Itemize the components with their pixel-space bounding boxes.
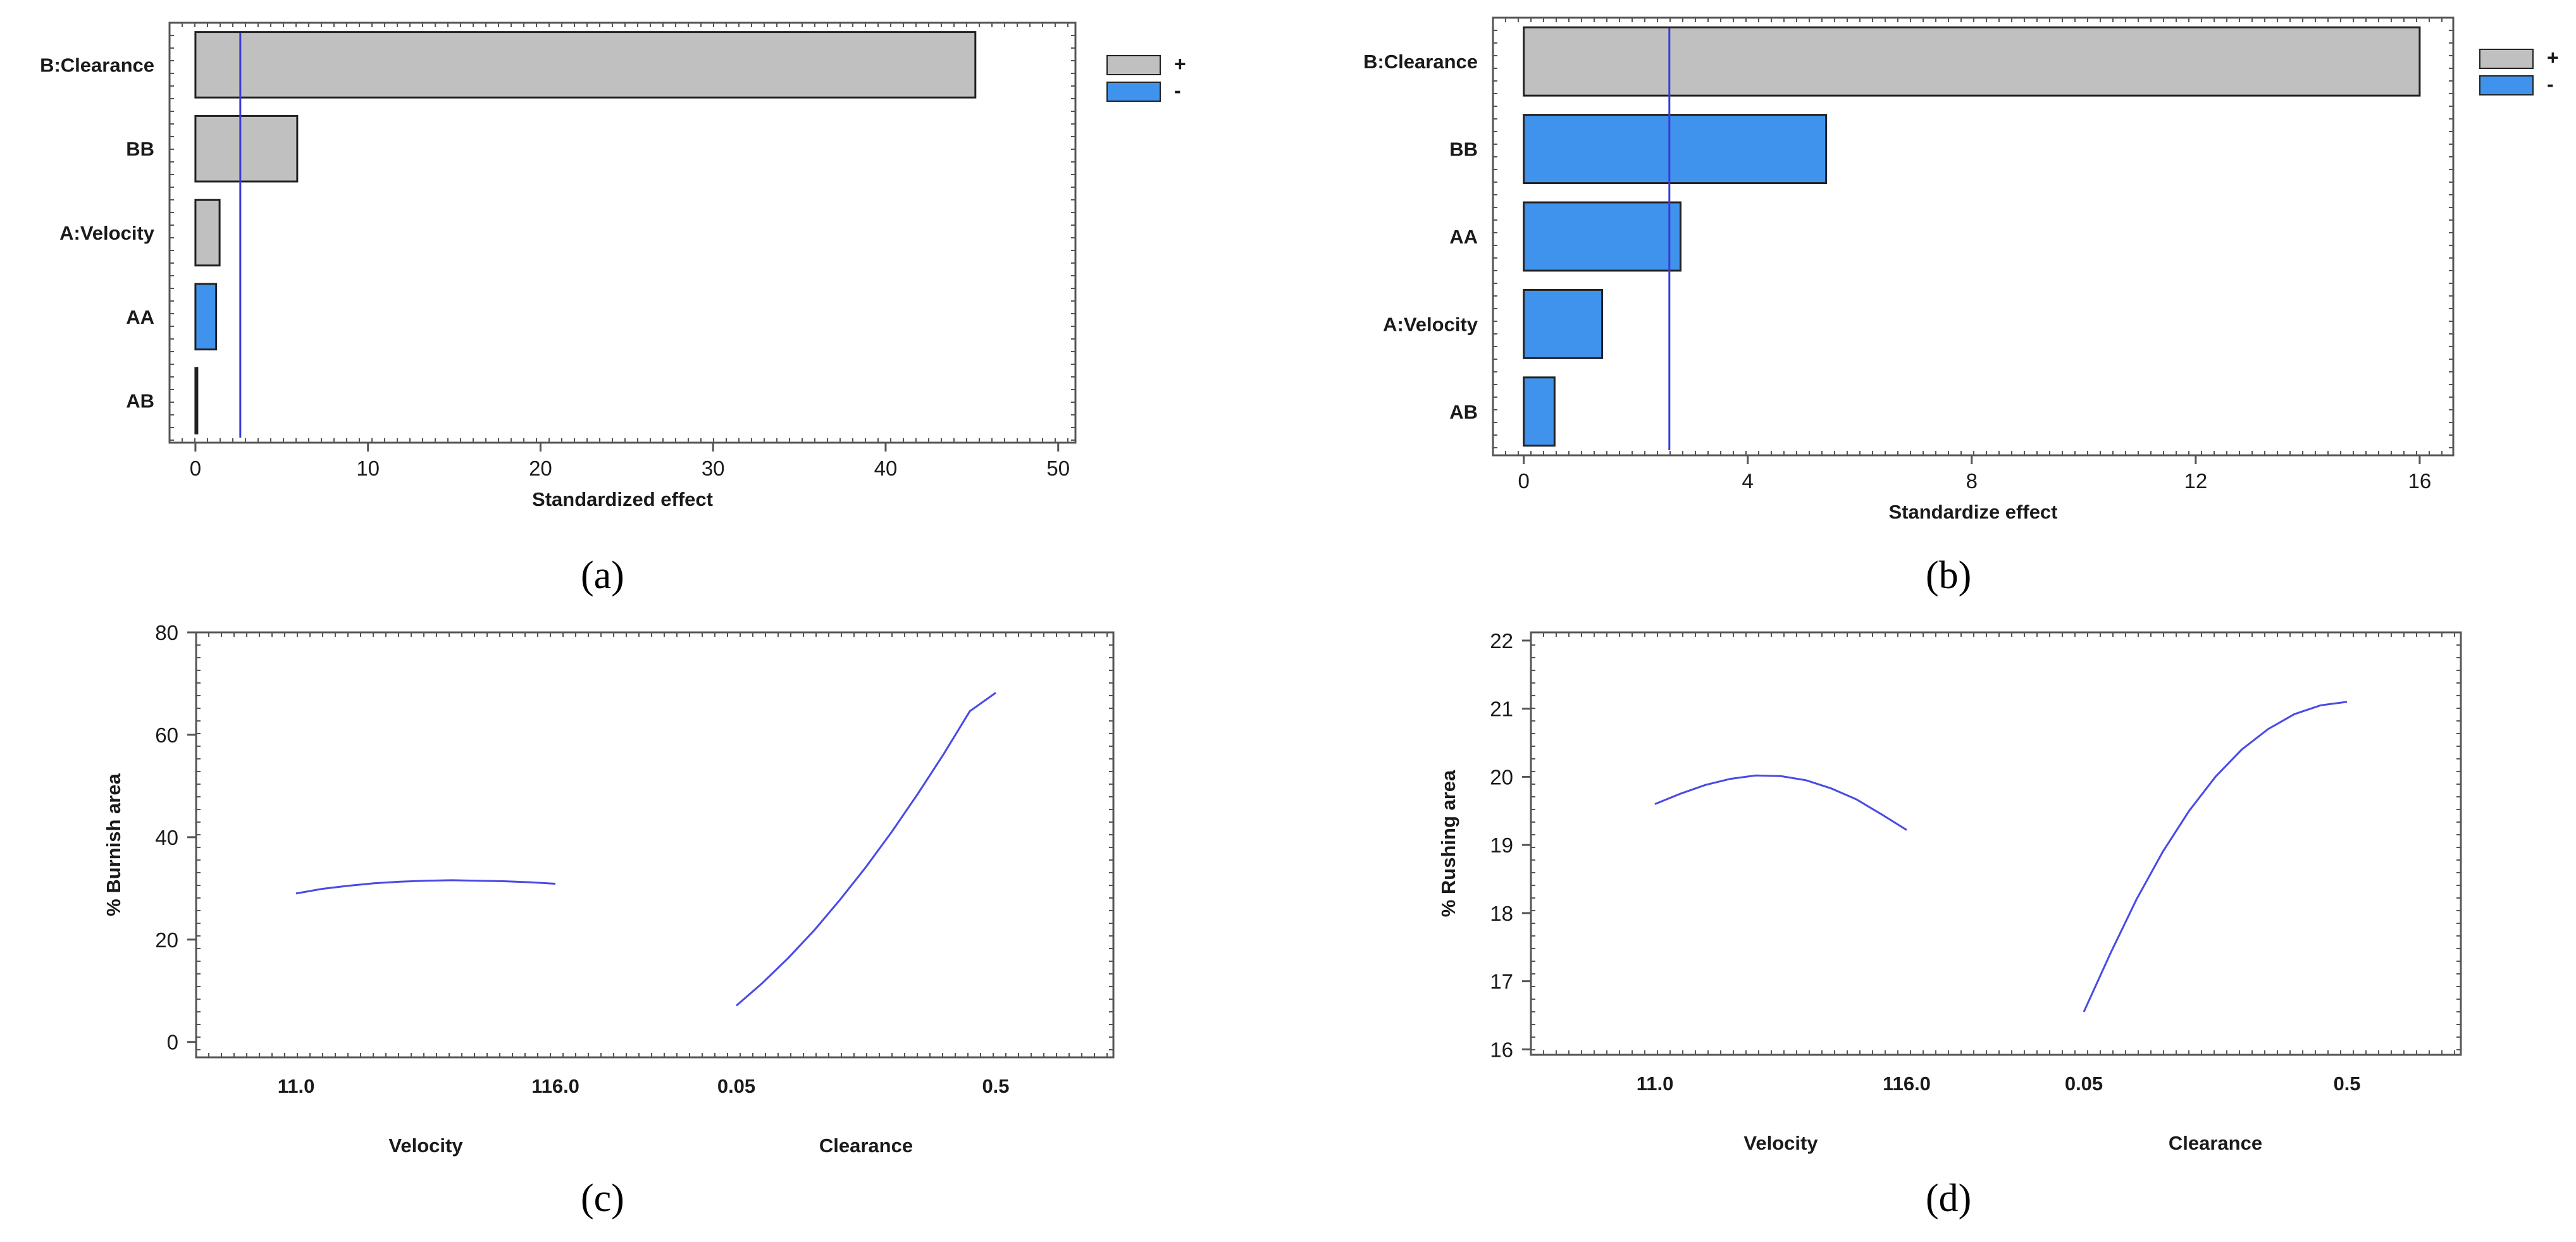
category-label-a-0: B:Clearance xyxy=(40,54,154,76)
x-tick-label-b-1: 4 xyxy=(1742,469,1754,493)
bar-b-1 xyxy=(1523,114,1828,185)
x-tick-label-a-5: 50 xyxy=(1046,457,1070,480)
category-label-a-4: AB xyxy=(126,390,154,412)
x-axis-label-d-1: Clearance xyxy=(2169,1132,2262,1154)
x-tick-label-a-0: 0 xyxy=(190,457,201,480)
panel-label-b: (b) xyxy=(1926,554,1972,597)
x-tick-label-c-1-high: 0.5 xyxy=(982,1075,1009,1097)
bar-b-0 xyxy=(1523,26,2421,97)
x-tick-label-d-0-low: 11.0 xyxy=(1637,1073,1674,1095)
category-label-a-1: BB xyxy=(126,138,154,160)
x-axis-label-d-0: Velocity xyxy=(1743,1132,1818,1154)
bar-b-2 xyxy=(1523,201,1682,272)
y-tick-label-d-2: 18 xyxy=(1490,902,1513,925)
x-tick-label-a-4: 40 xyxy=(874,457,898,480)
legend-swatch-b-0 xyxy=(2479,49,2534,69)
effect-curve-d-1 xyxy=(2083,701,2348,1012)
effect-curve-d-0 xyxy=(1654,774,1907,831)
y-tick-label-c-1: 20 xyxy=(155,928,178,952)
x-axis-label-c-1: Clearance xyxy=(819,1134,913,1157)
bar-a-1 xyxy=(194,114,299,183)
y-tick-label-d-3: 19 xyxy=(1490,833,1513,857)
x-tick-label-b-2: 8 xyxy=(1966,469,1978,493)
category-label-b-3: A:Velocity xyxy=(1383,313,1478,335)
category-label-b-0: B:Clearance xyxy=(1363,51,1478,73)
legend-swatch-a-0 xyxy=(1106,55,1161,75)
y-tick-label-d-0: 16 xyxy=(1490,1038,1513,1061)
legend-swatch-b-1 xyxy=(2479,75,2534,95)
x-tick-label-c-0-low: 11.0 xyxy=(278,1075,315,1097)
x-tick-label-b-4: 16 xyxy=(2408,469,2432,493)
y-tick-label-d-4: 20 xyxy=(1490,765,1513,789)
y-tick-label-d-6: 22 xyxy=(1490,629,1513,653)
effect-curve-c-1 xyxy=(736,692,996,1007)
y-tick-label-c-3: 60 xyxy=(155,723,178,747)
x-tick-label-b-0: 0 xyxy=(1518,469,1530,493)
x-axis-label-a: Standardized effect xyxy=(532,488,713,510)
x-tick-label-d-0-high: 116.0 xyxy=(1883,1073,1931,1095)
y-tick-label-c-2: 40 xyxy=(155,826,178,849)
panel-label-c: (c) xyxy=(581,1177,624,1220)
bar-a-0 xyxy=(194,31,977,99)
category-label-a-2: A:Velocity xyxy=(59,222,155,244)
x-axis-label-c-0: Velocity xyxy=(388,1134,463,1157)
panel-label-d: (d) xyxy=(1926,1177,1972,1220)
effect-curve-c-0 xyxy=(295,879,556,895)
y-tick-label-c-0: 0 xyxy=(167,1031,178,1054)
category-label-b-4: AB xyxy=(1449,401,1478,423)
bar-a-4 xyxy=(194,367,199,434)
legend-label-b-1: - xyxy=(2547,73,2554,95)
bar-b-3 xyxy=(1523,288,1604,359)
category-label-b-2: AA xyxy=(1449,226,1478,248)
legend-label-a-1: - xyxy=(1174,79,1181,102)
legend-label-a-0: + xyxy=(1174,52,1186,75)
plot-frame-c xyxy=(195,631,1115,1059)
y-tick-label-c-4: 80 xyxy=(155,621,178,644)
x-tick-label-c-1-low: 0.05 xyxy=(717,1075,755,1097)
x-tick-label-a-3: 30 xyxy=(702,457,725,480)
plot-frame-a xyxy=(168,22,1077,444)
x-tick-label-c-0-high: 116.0 xyxy=(531,1075,579,1097)
x-tick-label-b-3: 12 xyxy=(2184,469,2207,493)
x-tick-label-d-1-high: 0.5 xyxy=(2333,1073,2360,1095)
y-axis-label-c: % Burnish area xyxy=(102,773,125,916)
plot-frame-d xyxy=(1530,631,2462,1056)
y-tick-label-d-1: 17 xyxy=(1490,970,1513,993)
category-label-b-1: BB xyxy=(1449,138,1478,161)
legend-swatch-a-1 xyxy=(1106,82,1161,102)
y-tick-label-d-5: 21 xyxy=(1490,698,1513,721)
x-axis-label-b: Standardize effect xyxy=(1888,501,2057,523)
x-tick-label-d-1-low: 0.05 xyxy=(2065,1073,2103,1095)
panel-label-a: (a) xyxy=(581,554,624,597)
legend-label-b-0: + xyxy=(2547,46,2559,69)
y-axis-label-d: % Rushing area xyxy=(1437,770,1459,917)
x-tick-label-a-1: 10 xyxy=(356,457,380,480)
category-label-a-3: AA xyxy=(126,306,154,328)
bar-a-3 xyxy=(194,283,218,351)
bar-b-4 xyxy=(1523,376,1556,447)
x-tick-label-a-2: 20 xyxy=(529,457,552,480)
bar-a-2 xyxy=(194,199,221,267)
